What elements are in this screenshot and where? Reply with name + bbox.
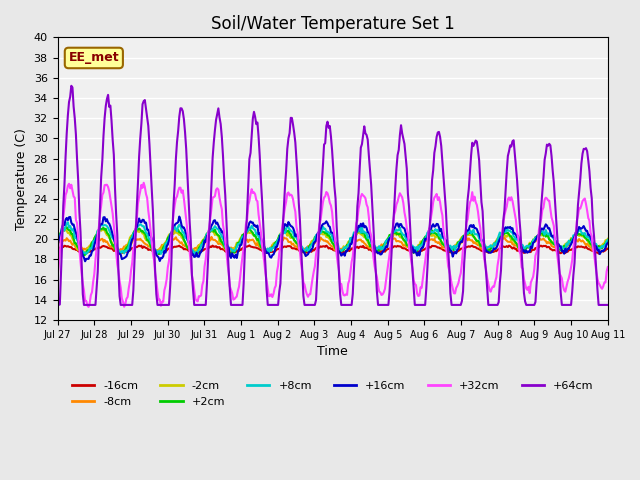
- -8cm: [364, 243, 372, 249]
- -2cm: [460, 233, 468, 239]
- Text: EE_met: EE_met: [68, 51, 119, 64]
- -8cm: [54, 239, 61, 245]
- +8cm: [460, 234, 468, 240]
- -8cm: [288, 242, 296, 248]
- Line: +8cm: +8cm: [58, 222, 608, 254]
- +2cm: [364, 237, 372, 242]
- -8cm: [227, 245, 235, 251]
- +8cm: [556, 243, 563, 249]
- -2cm: [61, 226, 69, 231]
- Line: -2cm: -2cm: [58, 228, 608, 253]
- -8cm: [556, 246, 563, 252]
- -2cm: [556, 246, 563, 252]
- +64cm: [54, 302, 61, 308]
- -16cm: [460, 246, 467, 252]
- +32cm: [227, 287, 235, 293]
- -2cm: [227, 248, 235, 253]
- -16cm: [389, 244, 397, 250]
- +2cm: [460, 233, 468, 239]
- X-axis label: Time: Time: [317, 345, 348, 359]
- +16cm: [556, 243, 563, 249]
- +32cm: [460, 242, 468, 248]
- -8cm: [390, 235, 398, 241]
- -2cm: [390, 230, 398, 236]
- +8cm: [390, 229, 398, 235]
- +32cm: [84, 304, 92, 310]
- Legend: -16cm, -8cm, -2cm, +2cm, +8cm, +16cm, +32cm, +64cm: -16cm, -8cm, -2cm, +2cm, +8cm, +16cm, +3…: [68, 376, 598, 411]
- +8cm: [157, 251, 164, 257]
- +64cm: [555, 252, 563, 258]
- +32cm: [390, 212, 398, 218]
- Line: +32cm: +32cm: [58, 183, 608, 307]
- +32cm: [364, 204, 372, 210]
- -8cm: [152, 249, 160, 254]
- +16cm: [175, 214, 183, 219]
- +8cm: [54, 241, 61, 247]
- -16cm: [555, 248, 563, 254]
- +64cm: [604, 302, 612, 308]
- +16cm: [604, 240, 612, 246]
- +2cm: [226, 251, 234, 257]
- -2cm: [288, 234, 296, 240]
- +2cm: [288, 234, 296, 240]
- Line: +64cm: +64cm: [58, 86, 608, 305]
- +16cm: [81, 258, 89, 264]
- +16cm: [460, 233, 468, 239]
- +16cm: [227, 255, 235, 261]
- -2cm: [154, 251, 161, 256]
- Y-axis label: Temperature (C): Temperature (C): [15, 128, 28, 229]
- +2cm: [54, 235, 61, 241]
- -16cm: [287, 244, 294, 250]
- +32cm: [288, 192, 296, 198]
- -2cm: [604, 236, 612, 242]
- Line: +16cm: +16cm: [58, 216, 608, 261]
- +64cm: [389, 224, 397, 229]
- -16cm: [246, 242, 253, 248]
- +32cm: [54, 275, 61, 281]
- +8cm: [288, 228, 296, 234]
- +8cm: [604, 237, 612, 243]
- +8cm: [364, 235, 372, 241]
- -8cm: [207, 234, 215, 240]
- -16cm: [595, 251, 602, 256]
- +16cm: [288, 224, 296, 229]
- +64cm: [460, 288, 467, 294]
- -2cm: [364, 239, 372, 245]
- -16cm: [54, 246, 61, 252]
- +32cm: [556, 271, 563, 276]
- Line: -8cm: -8cm: [58, 237, 608, 252]
- Title: Soil/Water Temperature Set 1: Soil/Water Temperature Set 1: [211, 15, 454, 33]
- +2cm: [556, 246, 563, 252]
- -16cm: [363, 245, 371, 251]
- +32cm: [604, 264, 612, 270]
- +32cm: [140, 180, 148, 186]
- +64cm: [363, 132, 371, 138]
- Line: -16cm: -16cm: [58, 245, 608, 253]
- -16cm: [225, 249, 232, 255]
- +2cm: [63, 224, 70, 230]
- +2cm: [604, 238, 612, 243]
- +16cm: [390, 226, 398, 232]
- -8cm: [604, 239, 612, 244]
- +16cm: [54, 244, 61, 250]
- +64cm: [67, 83, 75, 89]
- +16cm: [364, 229, 372, 235]
- -2cm: [54, 235, 61, 240]
- +2cm: [227, 253, 235, 259]
- +8cm: [227, 246, 235, 252]
- -16cm: [604, 246, 612, 252]
- +64cm: [287, 115, 294, 120]
- -8cm: [460, 237, 468, 243]
- +2cm: [390, 230, 398, 236]
- +8cm: [64, 219, 72, 225]
- Line: +2cm: +2cm: [58, 227, 608, 256]
- +64cm: [226, 287, 234, 292]
